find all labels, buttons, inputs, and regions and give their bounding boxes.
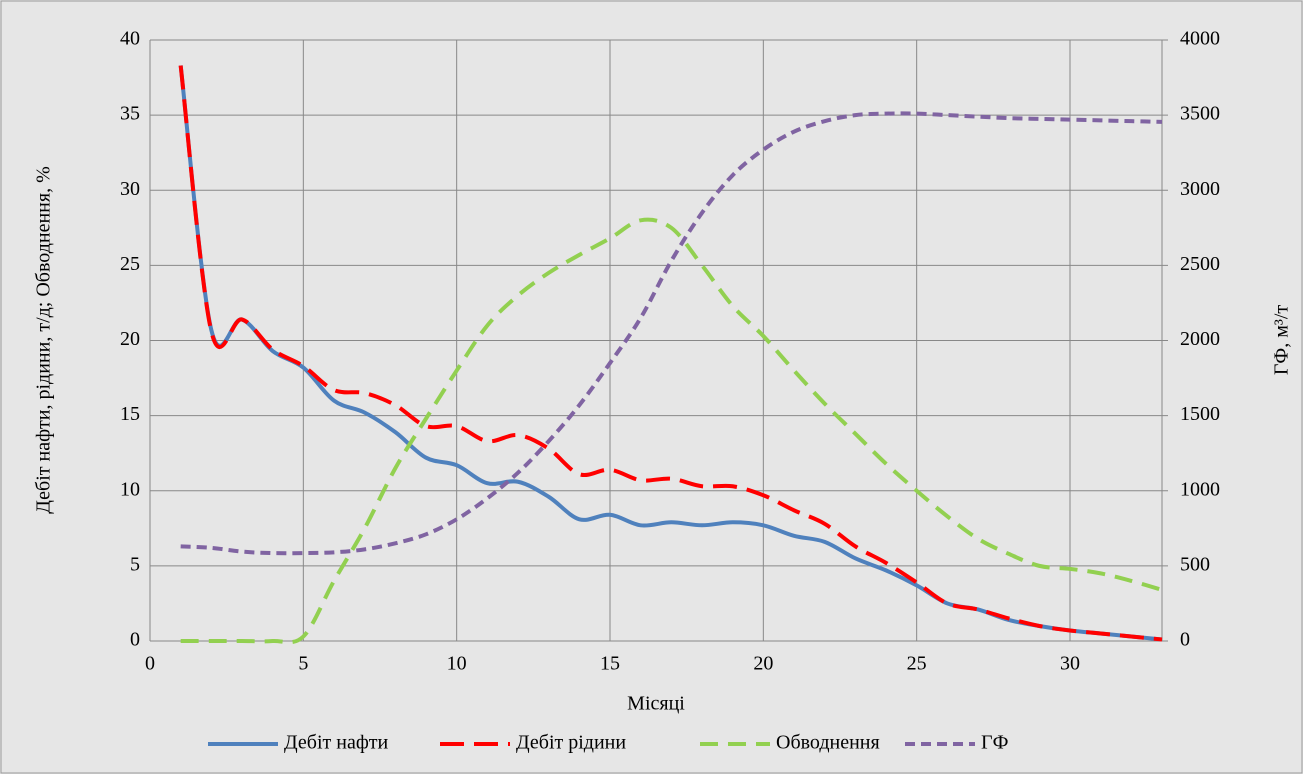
- x-tick-label: 20: [753, 653, 773, 675]
- y-tick-label: 30: [120, 178, 140, 200]
- x-tick-label: 0: [145, 653, 155, 675]
- y2-axis-title: ГФ, м³/т: [1271, 305, 1293, 376]
- y2-tick-label: 1500: [1180, 403, 1220, 425]
- y2-tick-label: 4000: [1180, 28, 1220, 50]
- y2-tick-label: 3500: [1180, 103, 1220, 125]
- y-tick-label: 40: [120, 28, 140, 50]
- legend-label: Дебіт нафти: [284, 732, 389, 754]
- y-axis-title: Дебіт нафти, рідини, т/д; Обводнення, %: [33, 166, 55, 513]
- series-line: [180, 217, 1163, 645]
- legend-label: Обводнення: [776, 732, 880, 754]
- x-tick-label: 30: [1060, 653, 1080, 675]
- y2-tick-label: 0: [1180, 629, 1190, 651]
- legend-label: ГФ: [981, 732, 1008, 754]
- y2-tick-label: 2500: [1180, 253, 1220, 275]
- y2-tick-label: 2000: [1180, 328, 1220, 350]
- y-tick-label: 25: [120, 253, 140, 275]
- y-tick-label: 10: [120, 478, 140, 500]
- y-tick-label: 20: [120, 328, 140, 350]
- x-tick-label: 5: [298, 653, 308, 675]
- legend-label: Дебіт рідини: [516, 732, 626, 754]
- series-line: [180, 111, 1163, 556]
- y2-tick-label: 3000: [1180, 178, 1220, 200]
- y-tick-label: 35: [120, 103, 140, 125]
- x-axis-title: Місяці: [627, 693, 685, 715]
- y-tick-label: 5: [130, 553, 140, 575]
- x-tick-label: 15: [600, 653, 620, 675]
- y2-tick-label: 500: [1180, 553, 1210, 575]
- y-tick-label: 15: [120, 403, 140, 425]
- series-line: [178, 65, 1163, 642]
- y2-tick-label: 1000: [1180, 478, 1220, 500]
- x-tick-label: 10: [447, 653, 467, 675]
- y-tick-label: 0: [130, 629, 140, 651]
- x-tick-label: 25: [907, 653, 927, 675]
